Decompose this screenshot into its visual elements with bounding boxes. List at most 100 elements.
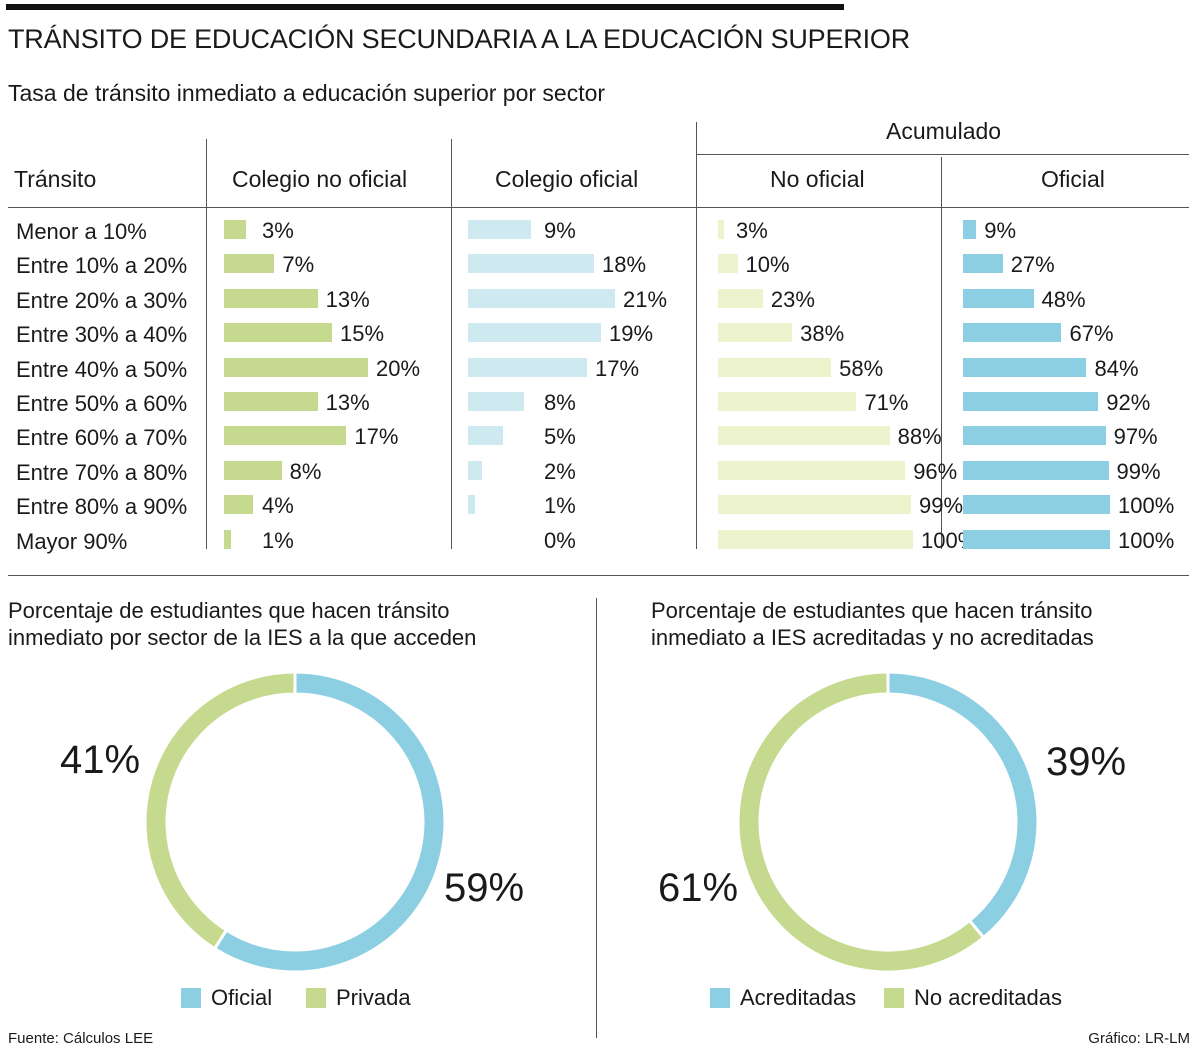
value-label-col2-row5: 17% bbox=[595, 355, 640, 381]
chart-subtitle: Tasa de tránsito inmediato a educación s… bbox=[8, 80, 606, 106]
col-divider-1 bbox=[206, 139, 207, 549]
donut2-title-line2: inmediato a IES acreditadas y no acredit… bbox=[651, 625, 1094, 650]
value-label-col1-row10: 1% bbox=[262, 527, 294, 553]
donut1-title-line1: Porcentaje de estudiantes que hacen trán… bbox=[8, 598, 450, 623]
col-divider-3 bbox=[696, 122, 697, 549]
row-label: Entre 70% a 80% bbox=[16, 459, 188, 485]
donut1-label-privada: 41% bbox=[60, 738, 141, 782]
value-label-col4-row8: 99% bbox=[1116, 458, 1161, 484]
value-label-col2-row6: 8% bbox=[544, 390, 576, 415]
value-label-col3-row7: 88% bbox=[897, 424, 942, 450]
row-label: Entre 50% a 60% bbox=[16, 391, 188, 416]
value-label-col4-row6: 92% bbox=[1106, 390, 1151, 415]
title-rule bbox=[6, 4, 844, 10]
value-label-col4-row9: 100% bbox=[1118, 493, 1175, 519]
bar-col3-row1 bbox=[718, 220, 724, 239]
value-label-col4-row10: 100% bbox=[1118, 527, 1175, 553]
bar-col4-row10 bbox=[963, 529, 1110, 549]
legend-swatch-blue bbox=[710, 988, 730, 1008]
bar-col1-row2 bbox=[224, 254, 275, 274]
value-label-col2-row9: 1% bbox=[544, 493, 576, 519]
bar-col1-row10 bbox=[224, 529, 232, 549]
value-label-col4-row2: 27% bbox=[1010, 252, 1055, 278]
row-label: Entre 30% a 40% bbox=[16, 322, 188, 348]
bar-col3-row6 bbox=[718, 392, 857, 411]
value-label-col2-row1: 9% bbox=[544, 218, 576, 243]
bar-col3-row4 bbox=[718, 323, 793, 343]
col-header-no-oficial: No oficial bbox=[770, 166, 865, 192]
legend-swatch-green bbox=[306, 988, 326, 1008]
legend-label: Oficial bbox=[211, 985, 273, 1010]
value-label-col3-row2: 10% bbox=[745, 252, 790, 278]
value-label-col1-row3: 13% bbox=[325, 286, 370, 312]
donut1-label-oficial: 59% bbox=[444, 866, 525, 910]
group-header-acumulado: Acumulado bbox=[886, 118, 1002, 144]
col-divider-4 bbox=[941, 157, 942, 549]
value-label-col1-row4: 15% bbox=[340, 321, 385, 347]
footer-source: Fuente: Cálculos LEE bbox=[8, 1030, 154, 1047]
section-rule bbox=[8, 575, 1189, 576]
bar-col4-row2 bbox=[963, 254, 1003, 274]
col-header-colegio-oficial: Colegio oficial bbox=[495, 166, 639, 192]
donut2-slice-no-acreditadas bbox=[736, 670, 986, 974]
donut2-legend-acreditadas: Acreditadas bbox=[710, 985, 856, 1011]
donut2-label-no-acreditadas: 61% bbox=[658, 866, 739, 910]
row-label: Entre 60% a 70% bbox=[16, 425, 188, 451]
bar-col4-row5 bbox=[963, 357, 1087, 377]
value-label-col1-row8: 8% bbox=[289, 458, 322, 484]
donut1-legend-oficial: Oficial bbox=[181, 985, 272, 1011]
row-label: Entre 80% a 90% bbox=[16, 494, 188, 520]
legend-swatch-green bbox=[884, 988, 904, 1008]
bar-col3-row2 bbox=[718, 254, 738, 274]
bar-col4-row4 bbox=[963, 323, 1062, 343]
value-label-col2-row2: 18% bbox=[602, 252, 647, 278]
value-label-col4-row3: 48% bbox=[1041, 286, 1086, 312]
bar-col2-row8 bbox=[468, 460, 482, 480]
donut1-legend-privada: Privada bbox=[306, 985, 411, 1011]
row-header: Tránsito bbox=[14, 166, 97, 192]
bar-col3-row5 bbox=[718, 357, 832, 377]
bar-col3-row8 bbox=[718, 460, 906, 480]
bar-col1-row4 bbox=[224, 323, 332, 343]
row-label: Menor a 10% bbox=[16, 219, 147, 244]
donut2-slice-acreditadas bbox=[886, 670, 1040, 940]
value-label-col4-row7: 97% bbox=[1113, 424, 1158, 450]
value-label-col3-row5: 58% bbox=[839, 355, 884, 381]
col-header-colegio-no-oficial: Colegio no oficial bbox=[232, 166, 408, 192]
donut1-title-line2: inmediato por sector de la IES a la que … bbox=[8, 625, 477, 650]
bar-col1-row7 bbox=[224, 426, 347, 446]
bar-col4-row6 bbox=[963, 392, 1099, 411]
bar-col3-row3 bbox=[718, 288, 763, 308]
value-label-col4-row4: 67% bbox=[1069, 321, 1114, 347]
bar-col4-row8 bbox=[963, 460, 1109, 480]
value-label-col2-row3: 21% bbox=[623, 286, 668, 312]
donut2-label-acreditadas: 39% bbox=[1046, 740, 1127, 784]
value-label-col1-row7: 17% bbox=[354, 424, 399, 450]
donut1-slice-oficial bbox=[212, 670, 447, 974]
donut2-legend-no-acreditadas: No acreditadas bbox=[884, 985, 1062, 1011]
value-label-col3-row4: 38% bbox=[800, 321, 845, 347]
bar-col1-row6 bbox=[224, 392, 318, 411]
bar-col1-row5 bbox=[224, 357, 368, 377]
value-label-col3-row3: 23% bbox=[770, 286, 815, 312]
bar-col2-row9 bbox=[468, 495, 475, 515]
col-divider-2 bbox=[451, 139, 452, 549]
value-label-col1-row6: 13% bbox=[325, 390, 370, 415]
donut1-slice-privada bbox=[143, 670, 297, 951]
bar-col1-row3 bbox=[224, 288, 318, 308]
legend-label: Privada bbox=[336, 985, 411, 1010]
bar-col1-row1 bbox=[224, 220, 246, 239]
row-label: Entre 10% a 20% bbox=[16, 253, 188, 279]
donut2-title-line1: Porcentaje de estudiantes que hacen trán… bbox=[651, 598, 1093, 623]
donut1-chart bbox=[143, 670, 447, 974]
value-label-col2-row8: 2% bbox=[544, 458, 576, 484]
bar-col3-row9 bbox=[718, 495, 912, 515]
legend-label: No acreditadas bbox=[914, 985, 1062, 1010]
bar-col2-row4 bbox=[468, 323, 601, 343]
value-label-col1-row1: 3% bbox=[262, 218, 294, 243]
donut2-title: Porcentaje de estudiantes que hacen trán… bbox=[651, 597, 1094, 651]
bar-col3-row7 bbox=[718, 426, 890, 446]
legend-swatch-blue bbox=[181, 988, 201, 1008]
value-label-col1-row2: 7% bbox=[282, 252, 315, 278]
bar-col1-row9 bbox=[224, 495, 253, 515]
